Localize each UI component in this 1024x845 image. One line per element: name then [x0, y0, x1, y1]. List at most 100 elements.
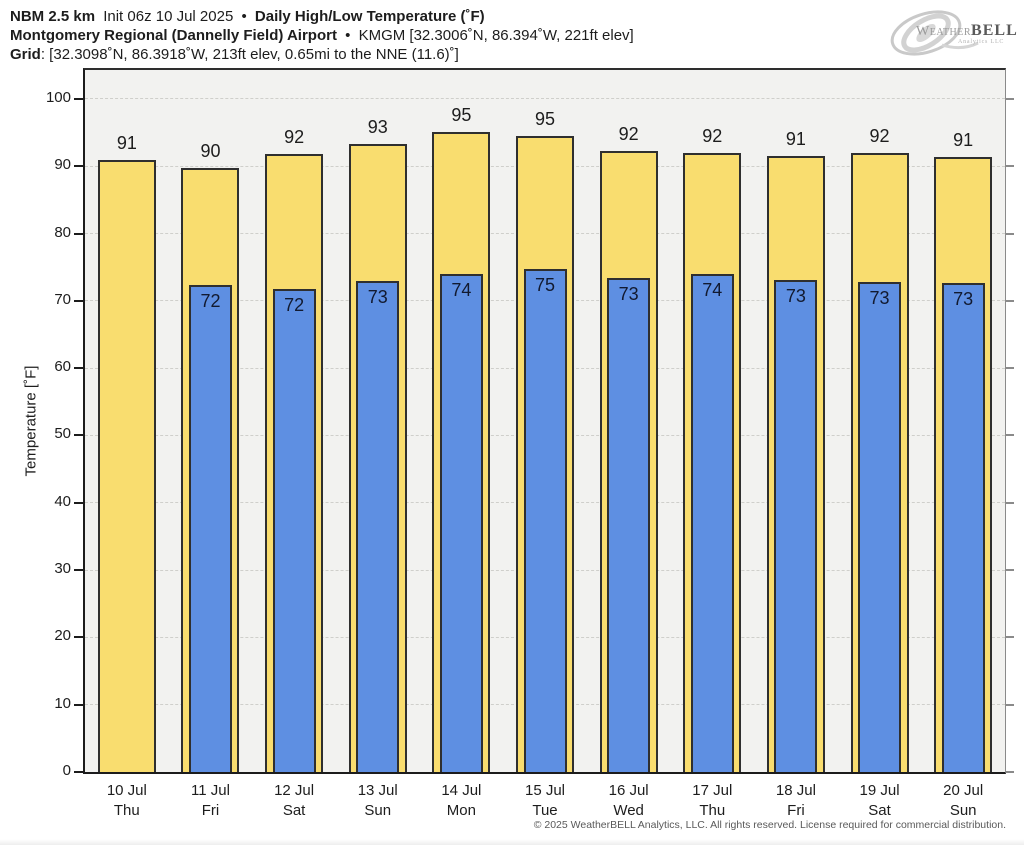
- low-value-label: 73: [785, 286, 806, 306]
- logo-bell-text: BELL: [971, 22, 1018, 39]
- grid-meta: : [32.3098˚N, 86.3918˚W, 213ft elev, 0.6…: [40, 46, 459, 63]
- x-tick-label: 18 Jul Fri: [751, 781, 841, 821]
- high-value-label: 92: [618, 124, 639, 145]
- logo-wordmark: WeatherBELL: [916, 22, 1018, 40]
- x-tick-day: Fri: [787, 802, 805, 819]
- y-axis-right-tick: [1006, 299, 1014, 302]
- x-tick-date: 10 Jul: [106, 782, 147, 799]
- gridline-100: [85, 98, 1005, 100]
- x-tick-day: Sun: [949, 802, 977, 819]
- x-tick-date: 15 Jul: [524, 782, 566, 799]
- model-name: NBM 2.5 km: [10, 8, 96, 25]
- low-bar: [356, 280, 400, 772]
- x-tick-day: Thu: [113, 802, 140, 819]
- x-tick-day: Wed: [613, 802, 644, 819]
- y-tick-label: 100: [45, 88, 71, 106]
- low-bar: [272, 289, 316, 772]
- y-tick-label: 40: [54, 492, 71, 510]
- low-value-label: 75: [534, 275, 556, 296]
- y-axis-right-tick: [1006, 569, 1014, 572]
- hurricane-swirl-icon: [890, 10, 979, 56]
- x-tick-date: 13 Jul: [357, 782, 398, 799]
- x-tick-date: 16 Jul: [608, 782, 649, 799]
- y-axis-tick: [74, 703, 83, 706]
- y-axis-tick: [74, 771, 83, 773]
- y-axis-title: Temperature [˚F]: [22, 365, 40, 477]
- x-tick-date: 14 Jul: [441, 782, 482, 799]
- high-bar: [97, 159, 156, 772]
- x-tick-date: 12 Jul: [274, 782, 315, 799]
- y-tick-label: 70: [54, 290, 71, 308]
- high-value-label: 95: [534, 108, 556, 129]
- x-tick-label: 16 Jul Wed: [584, 781, 674, 821]
- x-tick-label: 19 Jul Sat: [835, 781, 925, 821]
- y-axis-right-tick: [1006, 636, 1014, 639]
- x-tick-label: 14 Jul Mon: [416, 781, 506, 821]
- y-tick-label: 90: [54, 156, 71, 174]
- x-tick-label: 20 Jul Sun: [918, 781, 1008, 821]
- header-line-1: NBM 2.5 km Init 06z 10 Jul 2025 • Daily …: [10, 7, 634, 26]
- y-axis-tick: [74, 97, 83, 100]
- x-tick-label: 15 Jul Tue: [500, 781, 590, 821]
- high-value-label: 92: [702, 126, 723, 147]
- x-tick-label: 17 Jul Thu: [667, 781, 757, 821]
- low-value-label: 74: [702, 279, 723, 300]
- low-bar: [523, 269, 567, 772]
- y-tick-label: 20: [54, 627, 71, 645]
- y-axis-right-tick: [1006, 232, 1014, 235]
- bullet-separator: •: [241, 8, 247, 25]
- low-bar: [774, 280, 818, 772]
- y-axis-right-tick: [1006, 367, 1014, 370]
- x-tick-day: Mon: [446, 802, 476, 819]
- high-value-label: 93: [367, 117, 388, 138]
- grid-label: Grid: [10, 46, 41, 63]
- y-tick-label: 50: [54, 425, 71, 443]
- y-axis-right-tick: [1006, 703, 1014, 706]
- low-bar: [439, 273, 483, 772]
- x-tick-day: Sun: [364, 802, 392, 819]
- x-tick-day: Fri: [201, 802, 220, 819]
- header-line-2: Montgomery Regional (Dannelly Field) Air…: [10, 26, 634, 45]
- high-value-label: 90: [200, 140, 221, 161]
- low-value-label: 73: [869, 288, 890, 309]
- high-value-label: 91: [785, 129, 806, 150]
- y-axis-right-tick: [1006, 771, 1014, 773]
- x-tick-day: Tue: [532, 802, 558, 819]
- product-title: Daily High/Low Temperature (˚F): [254, 8, 485, 25]
- y-axis-tick: [74, 232, 83, 235]
- y-axis-tick: [74, 569, 83, 572]
- high-value-label: 95: [451, 104, 472, 125]
- chart-header: NBM 2.5 km Init 06z 10 Jul 2025 • Daily …: [10, 7, 634, 64]
- y-axis-tick: [74, 299, 83, 302]
- weatherbell-logo: WeatherBELL Analytics LLC: [886, 5, 1018, 61]
- low-value-label: 72: [284, 295, 305, 316]
- low-value-label: 73: [618, 283, 639, 304]
- y-axis-tick: [74, 165, 83, 168]
- y-tick-label: 0: [62, 762, 71, 779]
- y-axis-tick: [74, 636, 83, 639]
- y-axis-tick: [74, 501, 83, 504]
- x-tick-label: 10 Jul Thu: [82, 781, 172, 821]
- x-tick-date: 20 Jul: [943, 782, 984, 799]
- low-bar: [607, 277, 651, 772]
- x-tick-label: 13 Jul Sun: [333, 781, 423, 821]
- x-tick-day: Sat: [282, 802, 306, 819]
- y-axis-right-tick: [1006, 434, 1014, 437]
- x-tick-label: 11 Jul Fri: [165, 781, 255, 821]
- x-tick-date: 11 Jul: [190, 782, 230, 799]
- y-axis-right-tick: [1006, 501, 1014, 504]
- y-axis-right-tick: [1006, 97, 1014, 100]
- y-tick-label: 80: [54, 223, 71, 241]
- y-tick-label: 30: [54, 560, 71, 578]
- low-bar: [188, 284, 232, 772]
- x-tick-day: Sat: [868, 802, 891, 819]
- high-value-label: 91: [116, 132, 137, 153]
- high-value-label: 91: [953, 129, 974, 150]
- y-axis-tick: [74, 434, 83, 437]
- low-value-label: 72: [200, 290, 221, 311]
- low-bar: [941, 283, 985, 772]
- y-tick-label: 10: [54, 694, 71, 712]
- x-tick-date: 19 Jul: [859, 782, 900, 799]
- y-axis-tick: [74, 367, 83, 370]
